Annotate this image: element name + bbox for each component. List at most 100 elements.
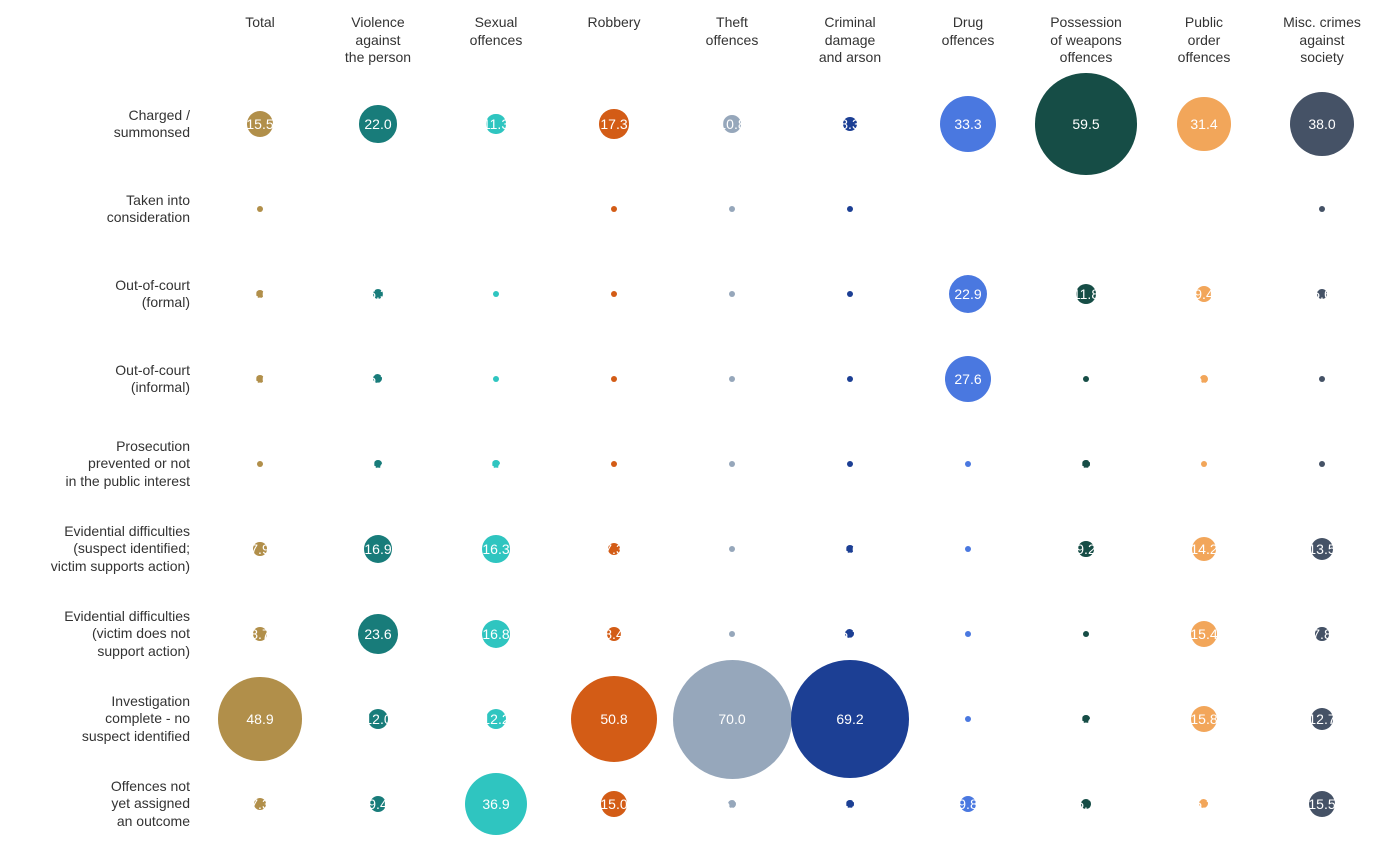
- bubble-matrix-chart: Total Violence against the personSexual o…: [0, 0, 1384, 857]
- bubble: [1083, 631, 1089, 637]
- row-label: Offences not yet assigned an outcome: [0, 778, 190, 831]
- bubble: [607, 627, 621, 641]
- bubble: [368, 709, 388, 729]
- bubble: [571, 676, 657, 762]
- bubble: [1078, 541, 1094, 557]
- bubble: [364, 535, 393, 564]
- column-header: Drug offences: [913, 14, 1023, 49]
- column-header: Total: [205, 14, 315, 32]
- bubble: [729, 291, 735, 297]
- bubble: [945, 356, 992, 403]
- bubble: [493, 291, 499, 297]
- row-label: Taken into consideration: [0, 192, 190, 227]
- bubble: [374, 460, 381, 467]
- bubble: [373, 374, 382, 383]
- bubble: [1319, 206, 1325, 212]
- bubble: [847, 291, 853, 297]
- bubble: [729, 461, 735, 467]
- bubble: [1082, 715, 1089, 722]
- bubble: [1319, 376, 1325, 382]
- bubble: [847, 376, 853, 382]
- bubble: [1191, 706, 1218, 733]
- column-header: Theft offences: [677, 14, 787, 49]
- bubble: [1311, 708, 1333, 730]
- bubble: [1199, 799, 1208, 808]
- row-label: Out-of-court (informal): [0, 362, 190, 397]
- bubble: [1309, 791, 1335, 817]
- bubble: [1201, 461, 1207, 467]
- bubble: [373, 289, 384, 300]
- bubble: [1082, 460, 1089, 467]
- bubble: [1319, 461, 1326, 468]
- bubble: [482, 535, 510, 563]
- bubble: [1083, 376, 1089, 382]
- bubble: [845, 629, 854, 638]
- bubble: [256, 290, 264, 298]
- bubble: [729, 206, 735, 212]
- row-label: Evidential difficulties (victim does not…: [0, 608, 190, 661]
- bubble: [1290, 92, 1355, 157]
- bubble: [611, 461, 617, 467]
- bubble: [728, 800, 737, 809]
- row-label: Charged / summonsed: [0, 107, 190, 142]
- bubble: [846, 545, 854, 553]
- row-label: Investigation complete - no suspect iden…: [0, 693, 190, 746]
- bubble: [493, 376, 499, 382]
- bubble: [791, 660, 909, 778]
- bubble: [1192, 537, 1216, 561]
- bubble: [1315, 627, 1328, 640]
- bubble: [253, 627, 268, 642]
- bubble: [254, 798, 266, 810]
- bubble: [1076, 284, 1096, 304]
- bubble: [486, 709, 507, 730]
- bubble: [611, 206, 617, 212]
- bubble: [611, 376, 617, 382]
- row-label: Evidential difficulties (suspect identif…: [0, 523, 190, 576]
- bubble: [1191, 621, 1217, 647]
- bubble: [1177, 97, 1230, 150]
- column-header: Violence against the person: [323, 14, 433, 67]
- bubble: [218, 677, 301, 760]
- row-label: Prosecution prevented or not in the publ…: [0, 438, 190, 491]
- bubble: [729, 546, 736, 553]
- bubble: [949, 275, 988, 314]
- bubble: [1200, 375, 1209, 384]
- bubble: [965, 716, 971, 722]
- bubble: [1035, 73, 1136, 174]
- bubble: [1317, 289, 1327, 299]
- bubble: [486, 114, 505, 133]
- column-header: Sexual offences: [441, 14, 551, 49]
- bubble: [1081, 799, 1091, 809]
- bubble: [965, 546, 971, 552]
- bubble: [465, 773, 528, 836]
- bubble: [965, 631, 971, 637]
- bubble: [601, 791, 627, 817]
- bubble: [965, 461, 971, 467]
- bubble: [253, 542, 266, 555]
- bubble: [358, 614, 398, 654]
- column-header: Possession of weapons offences: [1031, 14, 1141, 67]
- bubble: [729, 376, 735, 382]
- row-label: Out-of-court (formal): [0, 277, 190, 312]
- bubble: [608, 543, 620, 555]
- bubble: [1196, 286, 1212, 302]
- bubble: [960, 796, 977, 813]
- bubble: [723, 115, 741, 133]
- bubble: [673, 660, 792, 779]
- bubble: [482, 620, 511, 649]
- column-header: Public order offences: [1149, 14, 1259, 67]
- bubble: [257, 206, 263, 212]
- column-header: Robbery: [559, 14, 669, 32]
- bubble: [843, 117, 857, 131]
- column-header: Misc. crimes against society: [1267, 14, 1377, 67]
- bubble: [846, 800, 853, 807]
- bubble: [729, 631, 735, 637]
- bubble: [257, 461, 263, 467]
- column-header: Criminal damage and arson: [795, 14, 905, 67]
- bubble: [847, 461, 853, 467]
- bubble: [599, 109, 628, 138]
- bubble: [256, 375, 264, 383]
- bubble: [611, 291, 617, 297]
- bubble: [847, 206, 853, 212]
- bubble: [247, 111, 273, 137]
